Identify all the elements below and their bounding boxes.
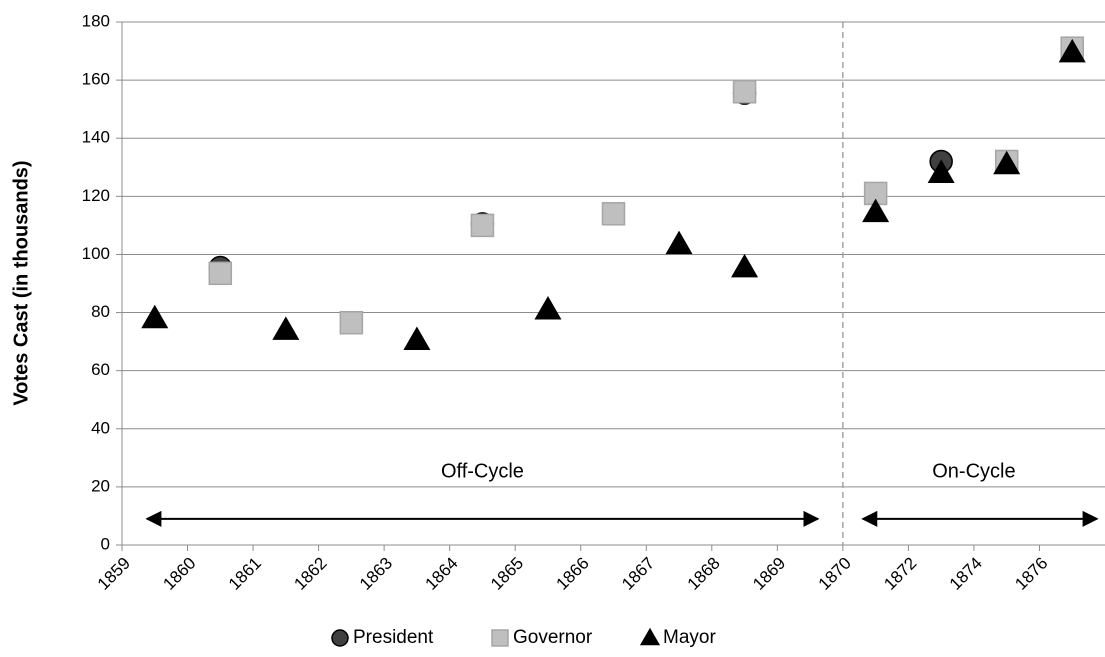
x-tick-label: 1862 [290,554,330,594]
y-tick-label: 140 [82,128,110,147]
legend-label: Mayor [663,627,716,648]
legend-marker [331,629,349,647]
point [601,202,626,226]
x-tick-label: 1865 [487,554,527,594]
x-tick-label: 1861 [225,554,265,594]
x-tick-label: 1866 [553,554,593,594]
point [862,198,890,223]
y-tick-label: 0 [101,534,110,553]
legend-marker [639,627,661,646]
x-tick-label: 1860 [159,554,199,594]
y-tick-label: 80 [91,302,110,321]
point [1058,38,1086,63]
point [732,79,757,104]
legend-marker [491,629,509,647]
legend-label: Governor [513,627,593,648]
x-tick-label: 1867 [618,554,658,594]
point [272,316,300,340]
point [339,310,364,335]
point [470,213,495,238]
point [403,326,431,351]
y-tick-label: 100 [82,244,110,263]
point [731,253,759,278]
x-tick-label: 1864 [421,554,461,594]
x-tick-label: 1869 [749,554,789,594]
legend-label: President [353,627,434,648]
point [927,159,955,183]
y-tick-label: 60 [91,360,110,379]
annotation: Off-Cycle [441,461,524,483]
point [141,304,169,329]
x-tick-label: 1874 [946,554,986,594]
point [534,295,562,320]
x-tick-label: 1859 [94,554,134,594]
y-tick-label: 160 [82,70,110,89]
point [665,230,693,255]
point [208,261,233,286]
x-tick-label: 1872 [880,554,920,594]
annotation: On-Cycle [932,461,1015,483]
x-tick-label: 1876 [1011,554,1051,594]
y-tick-label: 180 [82,11,110,30]
y-tick-label: 40 [91,418,110,437]
y-tick-label: 20 [91,476,110,495]
y-axis-label: Votes Cast (in thousands) [10,160,32,405]
x-tick-label: 1863 [356,554,396,594]
x-tick-label: 1868 [684,554,724,594]
x-tick-label: 1870 [815,554,855,594]
point [993,150,1021,175]
y-tick-label: 120 [82,186,110,205]
